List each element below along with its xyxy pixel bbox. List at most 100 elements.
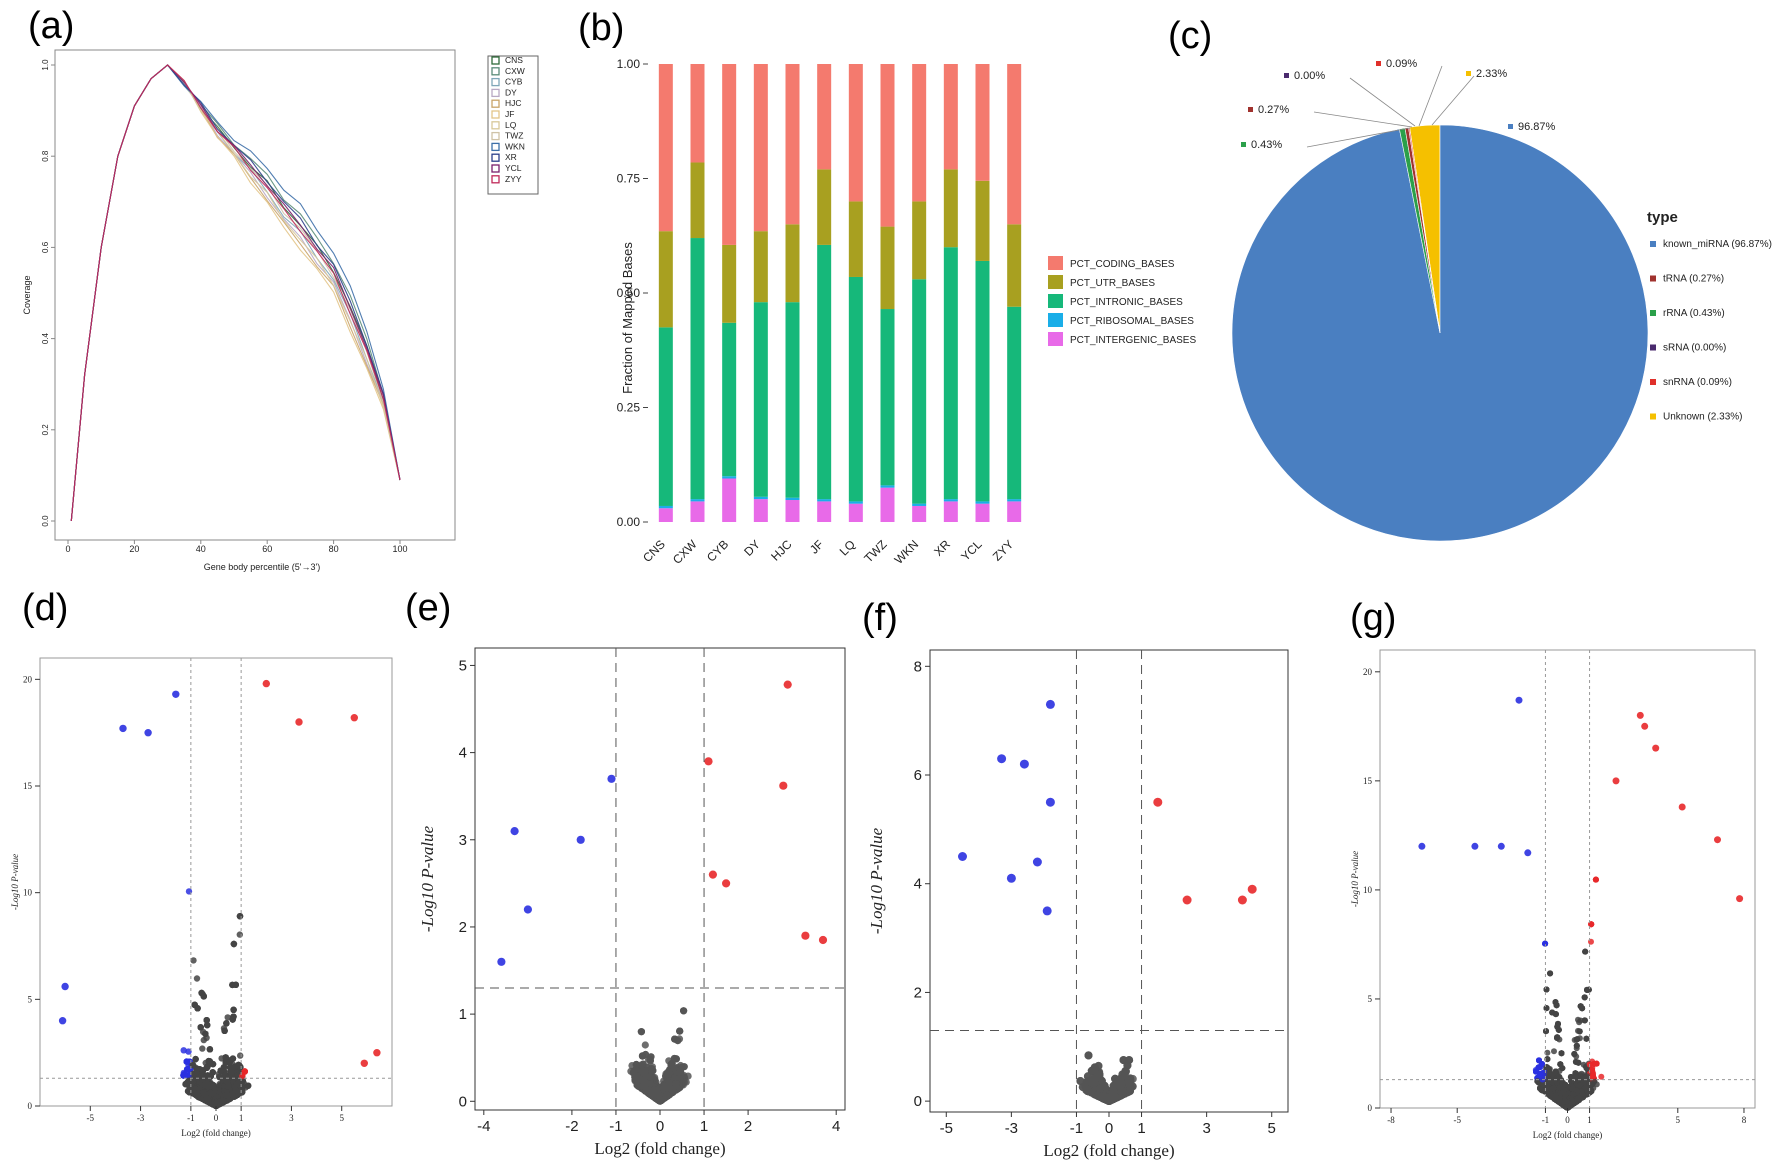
- series-line-cxw: [70, 64, 401, 522]
- legend-label: PCT_INTERGENIC_BASES: [1070, 335, 1196, 346]
- bar-segment-xr: [943, 499, 958, 502]
- legend-swatch: [1650, 241, 1656, 247]
- panel-label-a: (a): [28, 5, 74, 47]
- series-line-hjc: [70, 64, 401, 522]
- legend-swatch: [491, 175, 500, 184]
- bar-segment-twz: [880, 485, 895, 488]
- legend-label: LQ: [505, 120, 517, 130]
- x-tick-label: 100: [392, 544, 407, 554]
- data-point: [229, 1016, 236, 1023]
- bar-segment-cxw: [690, 64, 705, 163]
- bar-segment-cxw: [690, 162, 705, 239]
- legend: PCT_CODING_BASESPCT_UTR_BASESPCT_INTRONI…: [1048, 256, 1196, 346]
- callout-marker: [1508, 124, 1513, 129]
- legend-label: known_miRNA (96.87%): [1663, 239, 1772, 250]
- x-tick-label: 40: [196, 544, 206, 554]
- legend-swatch: [491, 131, 500, 141]
- series-line-jf: [70, 64, 401, 522]
- bar-segment-cns: [658, 508, 673, 522]
- series-line-zyy: [70, 64, 401, 522]
- legend: known_miRNA (96.87%)tRNA (0.27%)rRNA (0.…: [1650, 239, 1772, 423]
- bar-segment-cyb: [722, 244, 737, 323]
- legend-label: CXW: [505, 66, 525, 76]
- legend-label: PCT_RIBOSOMAL_BASES: [1070, 316, 1194, 327]
- slice-label: 0.09%: [1386, 58, 1417, 70]
- data-point: [203, 1017, 210, 1024]
- y-tick-label: 0.8: [41, 150, 50, 162]
- bar-segment-cns: [658, 231, 673, 328]
- bar-segment-cyb: [722, 64, 737, 245]
- slice-label: 96.87%: [1518, 121, 1556, 133]
- plot-frame: [39, 657, 393, 1107]
- bar-segment-jf: [817, 64, 832, 170]
- legend-label: HJC: [505, 98, 522, 108]
- bar-segment-ycl: [975, 260, 990, 502]
- legend-swatch: [491, 110, 500, 119]
- bar-segment-cyb: [722, 478, 737, 522]
- legend-swatch: [491, 77, 500, 87]
- data-point: [230, 940, 238, 948]
- legend-label: tRNA (0.27%): [1663, 274, 1724, 285]
- x-tick-label: HJC: [768, 537, 795, 564]
- bar-segment-wkn: [912, 505, 927, 522]
- bar-segment-jf: [817, 169, 832, 245]
- legend-swatch: [1048, 332, 1063, 346]
- y-tick-label: 1.00: [617, 57, 641, 71]
- bar-segment-hjc: [785, 302, 800, 498]
- callout-line: [1313, 111, 1413, 128]
- x-tick-label: CXW: [670, 537, 700, 567]
- bar-segment-hjc: [785, 497, 800, 501]
- legend-swatch: [491, 56, 500, 65]
- bar-segment-dy: [753, 231, 768, 303]
- x-tick-label: LQ: [837, 537, 858, 558]
- bar-segment-lq: [848, 64, 863, 202]
- bar-segment-cns: [658, 505, 673, 509]
- bar-segment-xr: [943, 169, 958, 248]
- bar-segment-cns: [658, 327, 673, 506]
- callout-marker: [1284, 73, 1289, 78]
- legend-swatch: [491, 121, 500, 130]
- bar-segment-dy: [753, 499, 768, 522]
- points: [58, 679, 381, 1110]
- bar-segment-cyb: [722, 322, 737, 477]
- bar-segment-zyy: [1007, 224, 1022, 307]
- legend-swatch: [1650, 344, 1656, 351]
- bar-segment-cxw: [690, 499, 705, 502]
- bar-segment-lq: [848, 503, 863, 522]
- x-tick-label: JF: [807, 537, 826, 556]
- legend-swatch: [491, 67, 500, 76]
- y-tick-label: 0.25: [617, 401, 641, 415]
- bar-segment-lq: [848, 276, 863, 502]
- callout-line: [1431, 75, 1475, 126]
- legend-label: ZYY: [505, 174, 522, 184]
- series-line-cns: [70, 64, 401, 522]
- series-line-wkn: [70, 64, 401, 522]
- x-tick-label: CYB: [704, 537, 731, 564]
- legend-label: PCT_UTR_BASES: [1070, 278, 1155, 289]
- slice-label: 0.00%: [1294, 70, 1325, 82]
- y-tick-label: 0.6: [41, 241, 50, 253]
- panel-label-c: (c): [1168, 15, 1212, 57]
- bar-segment-wkn: [912, 64, 927, 202]
- callout-marker: [1248, 107, 1253, 112]
- x-tick-label: 20: [129, 544, 139, 554]
- panel-label-f: (f): [862, 597, 898, 639]
- legend-swatch: [1048, 256, 1063, 270]
- legend-swatch: [1650, 275, 1656, 282]
- x-tick-label: 0: [65, 544, 70, 554]
- legend-label: WKN: [505, 141, 525, 151]
- x-tick-label: DY: [741, 537, 763, 559]
- legend-label: CNS: [505, 55, 523, 65]
- bar-segment-jf: [817, 501, 832, 522]
- legend-swatch: [491, 88, 500, 98]
- bar-segment-dy: [753, 64, 768, 232]
- series-line-xr: [70, 64, 401, 522]
- series-line-lq: [70, 64, 401, 522]
- callout-line: [1306, 127, 1411, 148]
- bar-segment-cxw: [690, 238, 705, 500]
- data-point: [199, 1045, 206, 1052]
- x-tick-label: WKN: [892, 537, 922, 567]
